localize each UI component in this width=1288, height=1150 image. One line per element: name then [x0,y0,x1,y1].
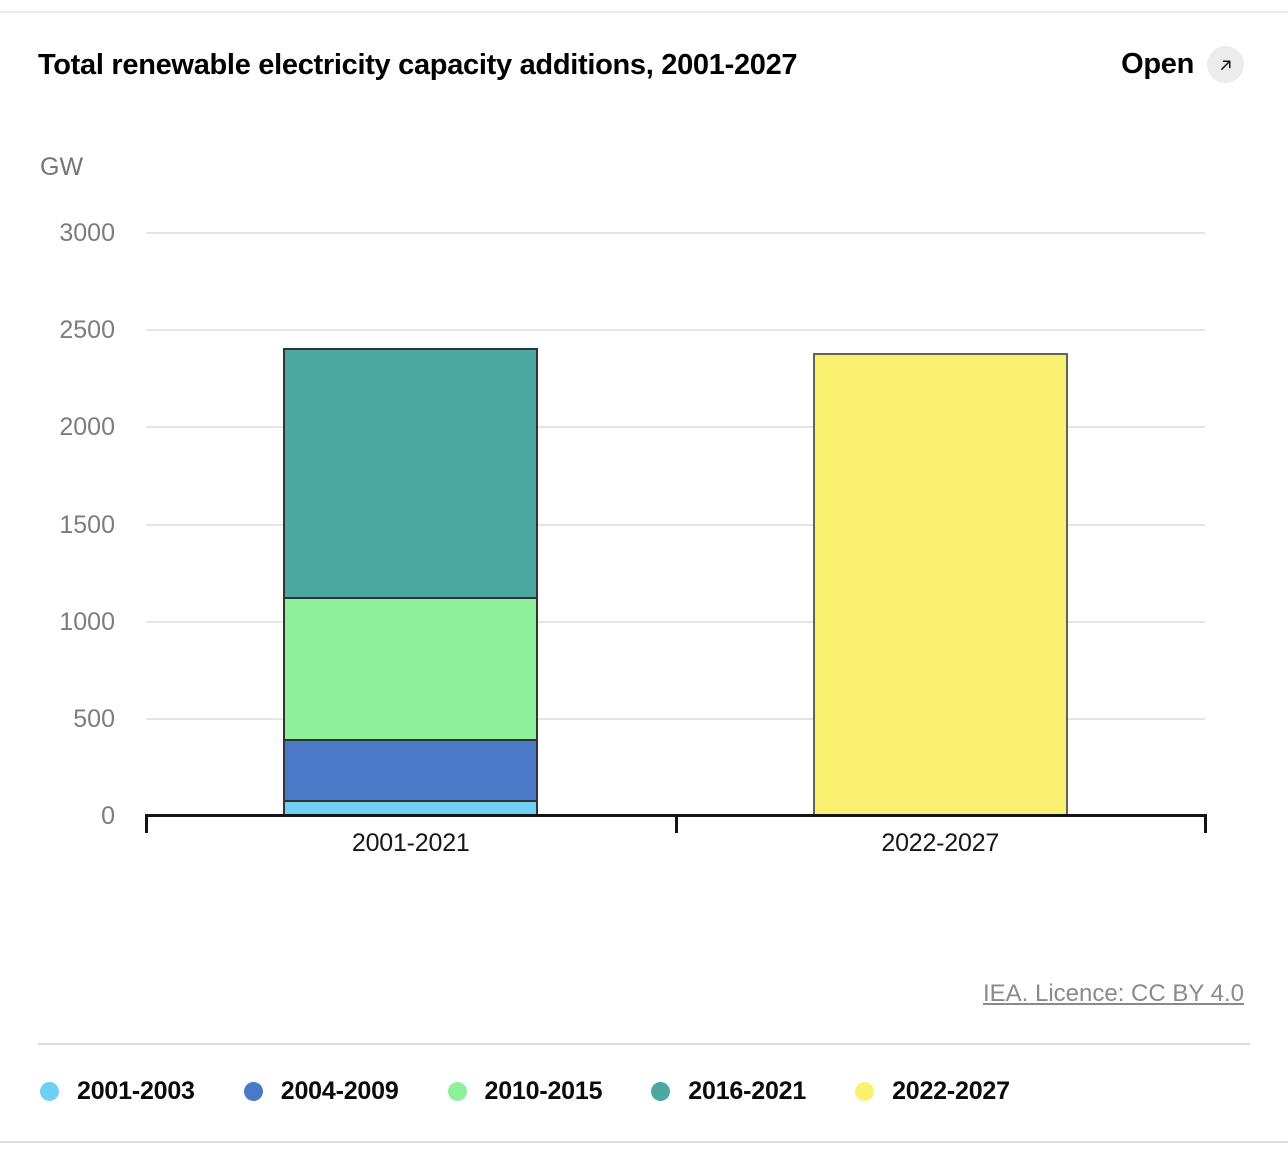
legend-item-2001-2003[interactable]: 2001-2003 [40,1077,195,1106]
legend-label-2016-2021: 2016-2021 [688,1077,807,1105]
legend-item-2004-2009[interactable]: 2004-2009 [243,1077,399,1106]
y-axis-tick-label-2500: 2500 [59,316,115,345]
legend-dot-2022-2027 [855,1082,875,1101]
legend-dot-2010-2015 [447,1082,467,1101]
bar-segment-2001-2021-2016-2021[interactable] [283,347,539,598]
gridline-1500 [146,523,1205,526]
arrow-up-right-icon [1216,55,1236,75]
x-axis-tick [1204,814,1207,833]
bar-segment-2001-2021-2010-2015[interactable] [283,597,539,740]
legend-item-2016-2021[interactable]: 2016-2021 [651,1077,806,1106]
legend-dot-2004-2009 [243,1082,263,1101]
y-axis-tick-label-1500: 1500 [59,510,115,539]
gridline-1000 [146,620,1205,623]
legend-divider [38,1043,1250,1045]
legend-item-2010-2015[interactable]: 2010-2015 [447,1077,603,1106]
legend-dot-2001-2003 [40,1082,59,1101]
bar-segment-2001-2021-2001-2003[interactable] [283,800,539,816]
gridline-500 [146,717,1205,720]
y-axis-tick-label-3000: 3000 [59,219,115,247]
x-axis-label-2022-2027: 2022-2027 [881,829,1000,857]
top-divider [0,11,1288,13]
y-axis-unit-label: GW [40,153,84,181]
y-axis-tick-label-0: 0 [101,802,115,830]
legend-item-2022-2027[interactable]: 2022-2027 [855,1077,1010,1106]
licence-link[interactable]: IEA. Licence: CC BY 4.0 [982,980,1244,1007]
legend-label-2022-2027: 2022-2027 [892,1077,1010,1105]
bar-segment-2001-2021-2004-2009[interactable] [283,739,539,801]
x-axis-label-2001-2021: 2001-2021 [351,829,470,857]
y-axis-tick-label-500: 500 [73,704,115,733]
chart-title: Total renewable electricity capacity add… [38,49,798,81]
legend-label-2004-2009: 2004-2009 [280,1077,399,1105]
legend-label-2001-2003: 2001-2003 [77,1077,195,1105]
legend-label-2010-2015: 2010-2015 [484,1077,603,1105]
bottom-divider [0,1141,1288,1143]
x-axis-tick [674,814,678,833]
x-axis-tick [145,814,148,833]
y-axis-tick-label-1000: 1000 [59,607,115,636]
legend-dot-2016-2021 [651,1082,671,1101]
open-badge[interactable] [1207,46,1244,83]
open-button-label: Open [1121,48,1194,80]
gridline-3000 [146,232,1205,234]
legend: 2001-2003 2004-2009 2010-2015 2016-2021 2022… [40,1077,1010,1106]
gridline-2500 [146,329,1205,332]
open-button[interactable]: Open [1121,46,1244,83]
bar-segment-2022-2027-2022-2027[interactable] [812,353,1068,816]
y-axis-tick-label-2000: 2000 [59,413,115,442]
gridline-2000 [146,426,1205,429]
